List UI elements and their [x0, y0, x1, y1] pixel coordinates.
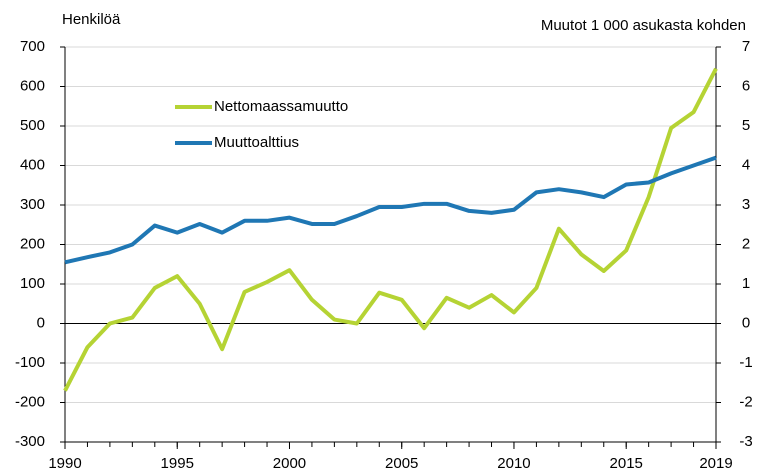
- y2-tick-label: -3: [739, 433, 752, 450]
- y-tick-label: 600: [20, 77, 45, 94]
- y2-axis-label: Muutot 1 000 asukasta kohden: [541, 17, 746, 34]
- y-tick-label: 400: [20, 156, 45, 173]
- y-tick-label: 500: [20, 117, 45, 134]
- y2-tick-label: 6: [742, 77, 750, 94]
- y-tick-label: 300: [20, 196, 45, 213]
- y2-tick-label: -1: [739, 354, 752, 371]
- legend-label: Muuttoalttius: [214, 134, 299, 151]
- y2-tick-label: 5: [742, 117, 750, 134]
- x-tick-label: 2010: [497, 455, 530, 472]
- x-tick-label: 2019: [699, 455, 732, 472]
- y2-tick-label: 3: [742, 196, 750, 213]
- y2-tick-label: 7: [742, 38, 750, 55]
- y-tick-label: 100: [20, 275, 45, 292]
- y2-tick-label: 0: [742, 314, 750, 331]
- x-tick-label: 1995: [161, 455, 194, 472]
- y2-tick-label: -2: [739, 393, 752, 410]
- x-tick-label: 2015: [610, 455, 643, 472]
- y-tick-label: -300: [15, 433, 45, 450]
- series-line: [63, 67, 718, 392]
- y-tick-label: -100: [15, 354, 45, 371]
- x-tick-label: 2005: [385, 455, 418, 472]
- y-tick-label: 0: [37, 314, 45, 331]
- legend-label: Nettomaassamuutto: [214, 98, 348, 115]
- y2-tick-label: 4: [742, 156, 750, 173]
- series-line: [64, 155, 717, 265]
- y-tick-label: 700: [20, 38, 45, 55]
- x-tick-label: 1990: [48, 455, 81, 472]
- y-tick-label: -200: [15, 393, 45, 410]
- y2-tick-label: 2: [742, 235, 750, 252]
- y2-tick-label: 1: [742, 275, 750, 292]
- x-tick-label: 2000: [273, 455, 306, 472]
- y-tick-label: 200: [20, 235, 45, 252]
- y-axis-label: Henkilöä: [62, 11, 121, 28]
